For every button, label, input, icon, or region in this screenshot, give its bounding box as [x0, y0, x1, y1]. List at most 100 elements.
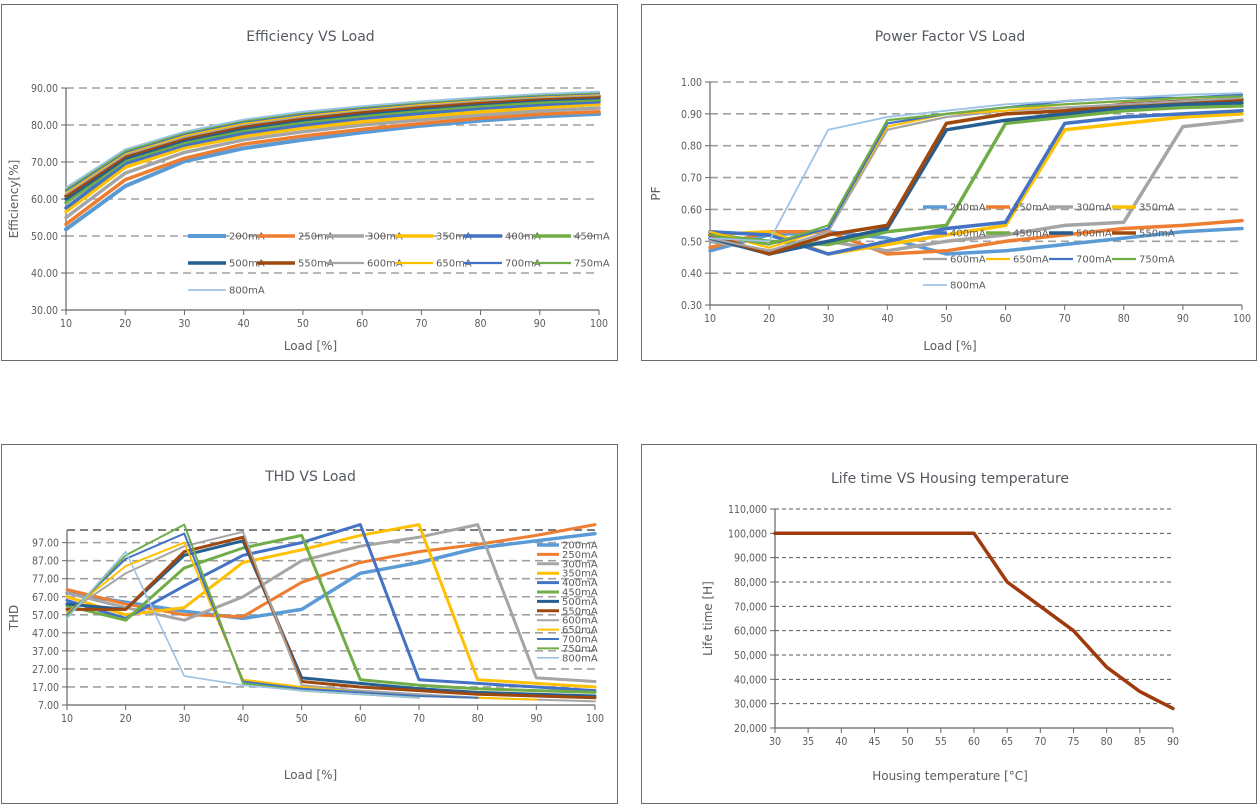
series-line-800ma: [66, 550, 420, 699]
x-tick-label: 60: [354, 713, 366, 725]
y-tick-label: 100,000: [728, 528, 767, 540]
y-axis-label: Life time [H]: [701, 581, 715, 656]
legend-label: 650mA: [1013, 255, 1049, 266]
series-line-750ma: [708, 95, 1244, 246]
x-axis-label: Housing temperature [°C]: [872, 769, 1028, 783]
efficiency-chart-panel: Efficiency VS Load 30.00 40.00 50.00 60.00 70…: [1, 4, 618, 361]
y-tick-label: 110,000: [728, 504, 767, 516]
legend-label: 250mA: [298, 232, 334, 243]
y-tick-label: 50,000: [734, 650, 767, 662]
legend-label: 250mA: [1013, 203, 1049, 214]
legend-label: 800mA: [950, 281, 986, 292]
x-tick-label: 55: [935, 736, 947, 748]
series-group: [64, 90, 601, 232]
x-tick-label: 60: [968, 736, 980, 748]
y-tick-label: 90.00: [31, 83, 58, 95]
y-tick-label: 37.00: [32, 646, 59, 658]
x-tick-label: 40: [238, 318, 250, 330]
legend-label: 400mA: [505, 232, 541, 243]
series-line-450ma: [64, 97, 601, 205]
x-tick-label: 30: [822, 313, 834, 325]
x-tick-label: 20: [763, 313, 775, 325]
y-tick-label: 67.00: [32, 592, 59, 604]
y-axis-label: Efficiency[%]: [7, 160, 21, 239]
y-tick-label: 40,000: [734, 674, 767, 686]
x-axis-label: Load [%]: [284, 768, 337, 782]
y-tick-label: 1.00: [681, 77, 702, 89]
y-tick-label: 30,000: [734, 699, 767, 711]
power-factor-chart-panel: Power Factor VS Load 0.30 0.40 0.50 0.60 0.70…: [641, 4, 1257, 361]
series-group: [65, 523, 597, 703]
x-tick-label: 40: [835, 736, 847, 748]
legend-label: 650mA: [562, 625, 598, 636]
legend-label: 450mA: [562, 588, 598, 599]
x-tick-label: 50: [940, 313, 952, 325]
x-tick-label: 30: [769, 736, 781, 748]
x-tick-label: 40: [881, 313, 893, 325]
legend-label: 800mA: [562, 653, 598, 664]
x-tick-label: 60: [356, 318, 368, 330]
y-axis-label: PF: [649, 186, 663, 200]
chart-title: Efficiency VS Load: [246, 29, 374, 45]
legend-label: 350mA: [436, 232, 472, 243]
x-tick-label: 80: [1101, 736, 1113, 748]
legend-label: 700mA: [562, 635, 598, 646]
x-tick-label: 70: [413, 713, 425, 725]
series-group: [708, 92, 1244, 256]
x-tick-label: 90: [534, 318, 546, 330]
chart-title: Power Factor VS Load: [875, 29, 1026, 45]
x-tick-label: 90: [1177, 313, 1189, 325]
legend-label: 450mA: [1013, 229, 1049, 240]
x-tick-label: 50: [296, 713, 308, 725]
y-tick-label: 87.00: [32, 556, 59, 568]
x-tick-label: 30: [178, 318, 190, 330]
y-tick-label: 80,000: [734, 577, 767, 589]
x-tick-label: 40: [237, 713, 249, 725]
x-tick-label: 35: [802, 736, 814, 748]
legend-label: 200mA: [562, 541, 598, 552]
legend-label: 200mA: [950, 203, 986, 214]
legend-label: 450mA: [574, 232, 610, 243]
x-tick-label: 10: [61, 713, 73, 725]
x-tick-label: 85: [1134, 736, 1146, 748]
y-tick-label: 70,000: [734, 601, 767, 613]
legend-label: 700mA: [505, 259, 541, 270]
y-tick-label: 27.00: [32, 664, 59, 676]
series-line-800ma: [709, 92, 1243, 243]
y-tick-label: 47.00: [32, 628, 59, 640]
y-tick-label: 0.80: [681, 141, 702, 153]
series-line-550ma: [64, 94, 601, 198]
y-tick-label: 30.00: [31, 305, 58, 317]
series-line-600ma: [64, 93, 601, 195]
chart-title: Life time VS Housing temperature: [831, 471, 1069, 487]
legend-label: 650mA: [436, 259, 472, 270]
legend-label: 200mA: [229, 232, 265, 243]
x-tick-label: 20: [120, 713, 132, 725]
legend-label: 800mA: [229, 286, 265, 297]
x-tick-label: 100: [586, 713, 604, 725]
legend-label: 250mA: [562, 550, 598, 561]
y-tick-label: 17.00: [32, 682, 59, 694]
legend-label: 600mA: [562, 616, 598, 627]
x-tick-label: 30: [178, 713, 190, 725]
y-tick-label: 60.00: [31, 194, 58, 206]
thd-chart: THD VS Load 7.00 17.00 27.00 37.00 47.00 57.00…: [7, 469, 604, 782]
x-tick-label: 10: [60, 318, 72, 330]
legend-label: 400mA: [950, 229, 986, 240]
y-tick-label: 77.00: [32, 574, 59, 586]
legend-label: 500mA: [562, 597, 598, 608]
legend-label: 750mA: [562, 644, 598, 655]
series-line-600ma: [708, 96, 1244, 252]
series-line-life-time: [773, 531, 1175, 711]
y-tick-label: 0.70: [681, 173, 702, 185]
power-factor-chart: Power Factor VS Load 0.30 0.40 0.50 0.60 0.70…: [649, 29, 1251, 353]
x-tick-label: 70: [415, 318, 427, 330]
y-tick-label: 50.00: [31, 231, 58, 243]
series-line-800ma: [65, 90, 600, 189]
series-line-250ma: [64, 109, 601, 226]
series-line-200ma: [65, 531, 597, 621]
efficiency-chart: Efficiency VS Load 30.00 40.00 50.00 60.00 70…: [7, 29, 610, 353]
x-tick-label: 100: [590, 318, 608, 330]
legend-label: 300mA: [1076, 203, 1112, 214]
series-line-300ma: [64, 106, 601, 220]
